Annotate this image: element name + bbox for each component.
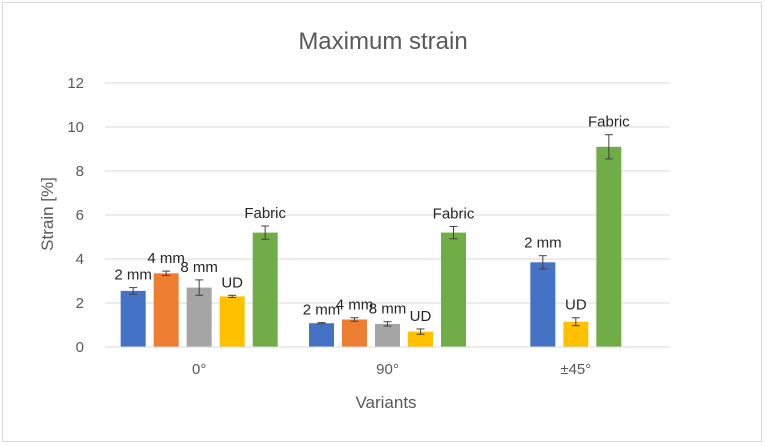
bar (596, 146, 622, 347)
y-tick-label: 12 (67, 75, 84, 92)
x-tick-label: 90° (376, 361, 399, 378)
data-label: UD (410, 308, 432, 325)
bar (375, 323, 400, 347)
bar (252, 232, 278, 347)
y-tick-label: 8 (76, 163, 84, 180)
bar (342, 319, 367, 347)
bar (120, 290, 146, 347)
data-label: Fabric (433, 205, 475, 222)
bar (530, 262, 556, 347)
chart-title: Maximum strain (298, 28, 467, 55)
bar (153, 273, 179, 347)
data-label: Fabric (244, 205, 286, 222)
bar (186, 287, 212, 347)
data-label: 4 mm (336, 297, 374, 314)
y-tick-label: 0 (76, 339, 84, 356)
data-label: 2 mm (114, 267, 152, 284)
y-tick-label: 6 (76, 207, 84, 224)
y-tick-label: 2 (76, 295, 84, 312)
data-label: UD (565, 297, 587, 314)
data-label: 2 mm (524, 235, 562, 252)
data-label: 4 mm (147, 250, 185, 267)
bar (408, 331, 433, 347)
x-axis-title: Variants (355, 393, 416, 412)
error-bars (129, 134, 613, 335)
data-label: 8 mm (369, 301, 407, 318)
y-axis-ticks: 0 2 4 6 8 10 12 (67, 75, 84, 356)
x-axis-ticks: 0° 90° ±45° (192, 361, 591, 378)
bar (441, 232, 466, 347)
data-label: UD (221, 274, 243, 291)
data-label: 8 mm (180, 259, 218, 276)
y-tick-label: 10 (67, 119, 84, 136)
y-tick-label: 4 (76, 251, 84, 268)
x-tick-label: ±45° (560, 361, 591, 378)
bar (309, 323, 334, 347)
x-tick-label: 0° (192, 361, 206, 378)
bars (120, 146, 622, 347)
bar (219, 296, 245, 347)
data-label: 2 mm (303, 302, 341, 319)
y-axis-title: Strain [%] (38, 177, 57, 251)
chart-area (2, 2, 762, 442)
data-label: Fabric (588, 114, 630, 131)
